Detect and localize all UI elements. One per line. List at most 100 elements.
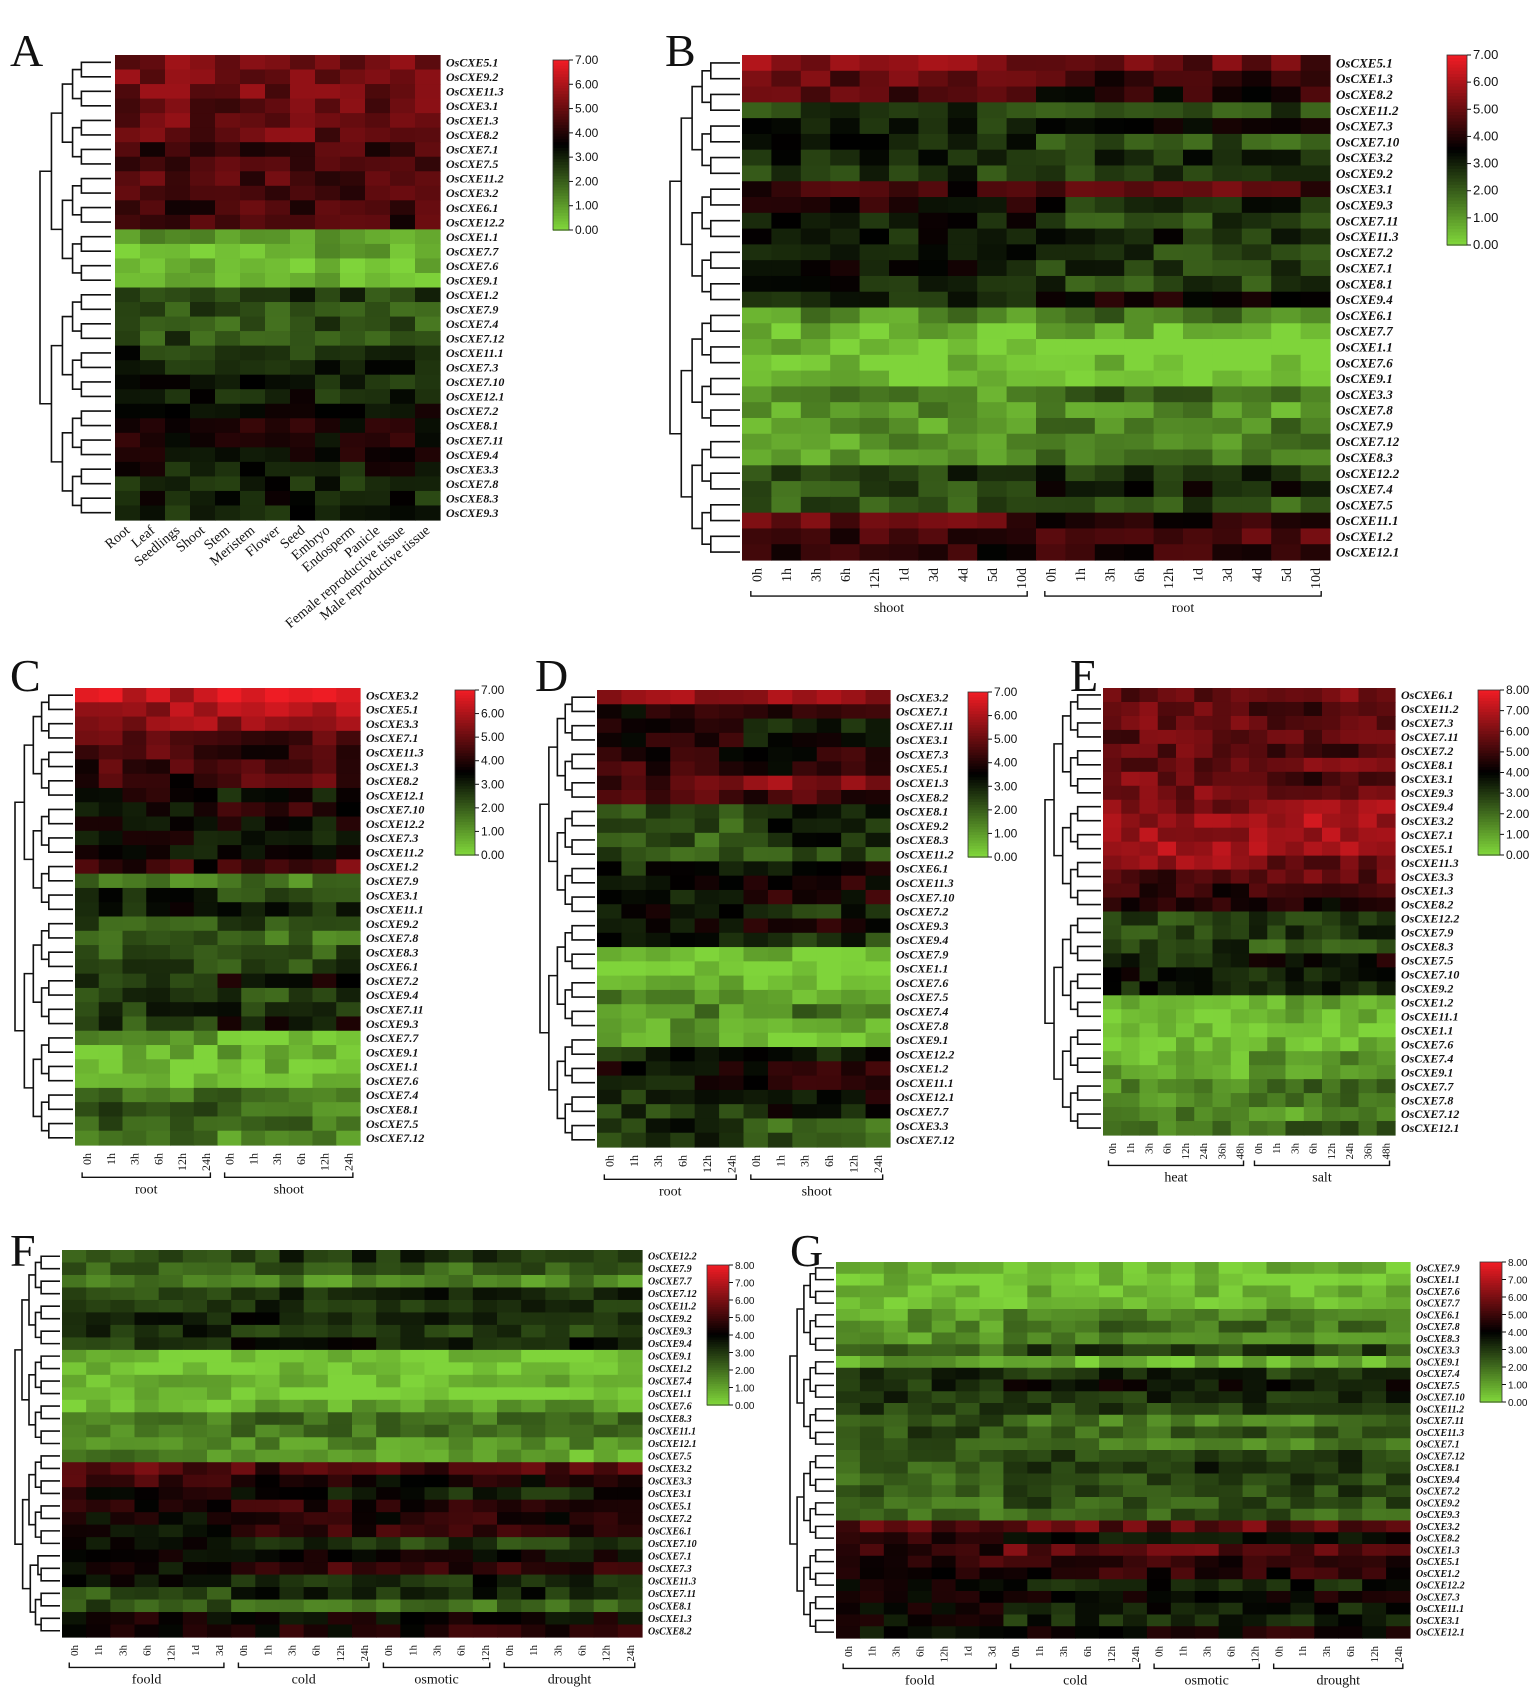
heatmap-cell: [597, 761, 623, 777]
heatmap-cell: [1212, 869, 1232, 885]
heatmap-cell: [859, 1567, 885, 1580]
heatmap-cell: [240, 69, 266, 85]
legend-gradient-step: [553, 207, 569, 211]
heatmap-cell: [1170, 1579, 1196, 1592]
dendrogram-branch: [814, 1267, 834, 1281]
heatmap-cell: [694, 1004, 720, 1020]
heatmap-cell: [1003, 1520, 1028, 1533]
legend-gradient-step: [968, 738, 988, 743]
heatmap-cell: [800, 291, 831, 309]
row-labels: OsCXE3.2OsCXE5.1OsCXE3.3OsCXE7.1OsCXE11.…: [366, 688, 424, 1145]
heatmap-cell: [390, 461, 416, 478]
legend-gradient-step: [1447, 156, 1467, 161]
heatmap-cell: [146, 1130, 171, 1146]
heatmap-cell: [597, 789, 623, 805]
heatmap-cell: [907, 1579, 933, 1592]
heatmap-cell: [1362, 1320, 1387, 1334]
heatmap-cell: [1285, 715, 1305, 731]
heatmap-cell: [1157, 939, 1177, 955]
heatmap-cell: [400, 1449, 426, 1463]
legend-gradient-step: [553, 102, 569, 107]
heatmap-cell: [110, 1499, 136, 1513]
heatmap-cell: [241, 688, 266, 703]
heatmap-cell: [497, 1537, 522, 1551]
heatmap-cell: [1241, 165, 1272, 182]
heatmap-cell: [140, 360, 166, 376]
heatmap-cell: [1242, 1567, 1268, 1580]
dendrogram-branch: [34, 1411, 42, 1439]
heatmap-cell: [1006, 197, 1037, 214]
heatmap-cell: [1266, 1567, 1292, 1580]
heatmap-cell: [907, 1379, 933, 1392]
heatmap-cell: [977, 402, 1008, 419]
heatmap-cell: [215, 272, 241, 289]
heatmap-cell: [140, 142, 166, 158]
dendrogram-branch: [710, 125, 740, 143]
heatmap-cell: [1094, 433, 1125, 451]
heatmap-cell: [265, 1002, 290, 1018]
gene-label: OsCXE11.3: [1336, 229, 1399, 244]
heatmap-cell: [1340, 1051, 1360, 1066]
heatmap-cell: [1036, 433, 1066, 451]
heatmap-cell: [883, 1367, 909, 1381]
heatmap-cell: [1290, 1473, 1315, 1486]
heatmap-cell: [217, 1116, 242, 1132]
heatmap-cell: [955, 1403, 981, 1416]
heatmap-cell: [1027, 1508, 1052, 1522]
heatmap-cell: [1099, 1414, 1124, 1428]
heatmap-cell: [365, 287, 391, 303]
legend-gradient-step: [968, 818, 988, 823]
heatmap-cell: [800, 228, 831, 245]
heatmap-cell: [889, 212, 919, 230]
heatmap-cell: [670, 1089, 696, 1105]
heatmap-cell: [279, 1537, 305, 1551]
heatmap-cell: [1241, 260, 1272, 277]
heatmap-cell: [1036, 528, 1066, 545]
heatmap-cell: [62, 1487, 87, 1501]
heatmap-cell: [767, 904, 793, 920]
heatmap-cell: [165, 200, 191, 216]
heatmap-cell: [979, 1602, 1005, 1616]
heatmap-cell: [1176, 883, 1195, 899]
heatmap-cell: [1036, 354, 1066, 372]
heatmap-cell: [621, 975, 647, 991]
heatmap-cell: [290, 389, 316, 405]
gene-label: OsCXE5.1: [896, 762, 948, 776]
legend-gradient-step: [968, 769, 988, 773]
dendrogram-branch: [1076, 722, 1101, 738]
heatmap-cell: [1376, 1065, 1396, 1080]
heatmap-cell: [1303, 995, 1323, 1010]
heatmap-cell: [75, 1102, 100, 1118]
heatmap-cell: [1340, 1065, 1360, 1080]
heatmap-cell: [400, 1524, 426, 1538]
heatmap-cell: [1230, 1037, 1250, 1052]
heatmap-cell: [767, 1132, 793, 1148]
heatmap-cell: [376, 1549, 401, 1563]
heatmap-cell: [1124, 449, 1155, 466]
heatmap-cell: [792, 961, 818, 977]
heatmap-cell: [947, 181, 978, 198]
heatmap-cell: [62, 1424, 87, 1438]
gene-label: OsCXE7.9: [1336, 418, 1393, 433]
heatmap-cell: [340, 505, 366, 521]
heatmap-cell: [1157, 855, 1177, 871]
legend-gradient-step: [553, 122, 569, 126]
heatmap-cell: [841, 761, 867, 777]
heatmap-cell: [545, 1262, 571, 1276]
heatmap-cell: [907, 1391, 933, 1404]
dendrogram-branch: [34, 1361, 42, 1389]
heatmap-cell: [365, 490, 391, 507]
legend-gradient-step: [1480, 1287, 1502, 1291]
heatmap-cell: [1051, 1461, 1076, 1475]
heatmap-cell: [1003, 1626, 1028, 1639]
heatmap-cell: [955, 1626, 981, 1639]
heatmap-cell: [955, 1391, 981, 1404]
gene-label: OsCXE11.1: [446, 346, 504, 360]
heatmap-cell: [1271, 244, 1302, 261]
heatmap-cell: [170, 1045, 195, 1060]
heatmap-cell: [390, 127, 416, 143]
heatmap-cell: [336, 1002, 361, 1018]
heatmap-cell: [569, 1537, 595, 1551]
legend-gradient-step: [455, 769, 475, 774]
heatmap-cell: [947, 339, 978, 356]
